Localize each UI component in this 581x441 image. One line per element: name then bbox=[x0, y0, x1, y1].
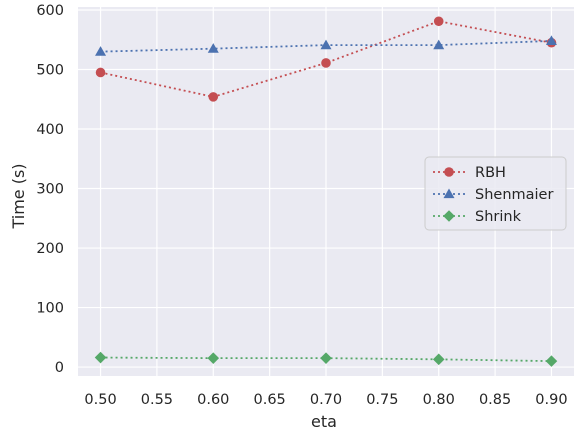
x-axis-label: eta bbox=[311, 412, 337, 431]
x-tick-label: 0.65 bbox=[253, 392, 285, 408]
legend-label-shrink: Shrink bbox=[475, 209, 522, 225]
y-tick-labels: 0 100 200 300 400 500 600 bbox=[36, 3, 64, 376]
data-point-shrink bbox=[320, 352, 332, 364]
data-point-rbh bbox=[433, 16, 444, 27]
y-tick-label: 0 bbox=[55, 360, 64, 376]
data-point-shrink bbox=[432, 353, 445, 366]
y-tick-label: 600 bbox=[36, 3, 64, 19]
legend-label-shenmaier: Shenmaier bbox=[475, 187, 553, 203]
legend-box bbox=[424, 156, 567, 231]
x-tick-labels: 0.50 0.55 0.60 0.65 0.70 0.75 0.80 0.85 0.90 bbox=[84, 392, 567, 408]
y-tick-label: 100 bbox=[36, 301, 64, 317]
grid bbox=[78, 7, 574, 376]
legend-marker-shenmaier bbox=[443, 188, 455, 199]
data-point-shenmaier bbox=[433, 39, 445, 50]
data-point-rbh bbox=[208, 92, 219, 102]
data-point-shenmaier bbox=[545, 35, 557, 46]
data-point-shrink bbox=[207, 352, 220, 364]
legend-marker-rbh bbox=[444, 167, 454, 177]
y-tick-label: 500 bbox=[36, 62, 64, 78]
x-tick-label: 0.90 bbox=[535, 392, 567, 408]
x-tick-label: 0.85 bbox=[479, 392, 511, 408]
x-tick-label: 0.50 bbox=[84, 392, 116, 408]
data-point-shenmaier bbox=[207, 43, 219, 53]
data-point-rbh bbox=[95, 67, 106, 78]
y-tick-label: 200 bbox=[36, 241, 64, 257]
legend-label-rbh: RBH bbox=[475, 165, 506, 181]
y-tick-label: 300 bbox=[36, 182, 64, 198]
data-point-shenmaier bbox=[95, 46, 107, 56]
y-tick-label: 400 bbox=[36, 122, 64, 138]
y-axis-label: Time (s) bbox=[9, 163, 28, 229]
x-tick-label: 0.80 bbox=[423, 392, 455, 408]
data-point-rbh bbox=[321, 58, 331, 68]
x-tick-label: 0.60 bbox=[197, 392, 229, 408]
data-point-shrink bbox=[94, 351, 107, 364]
series-line-rbh bbox=[100, 20, 552, 98]
legend-marker-shrink bbox=[443, 210, 455, 222]
x-tick-label: 0.70 bbox=[310, 392, 342, 408]
data-point-shenmaier bbox=[320, 39, 332, 50]
x-tick-label: 0.55 bbox=[141, 392, 173, 408]
legend: RBH Shenmaier Shrink bbox=[424, 156, 567, 231]
series-markers bbox=[94, 16, 558, 367]
data-point-shrink bbox=[545, 355, 558, 367]
x-tick-label: 0.75 bbox=[366, 392, 398, 408]
